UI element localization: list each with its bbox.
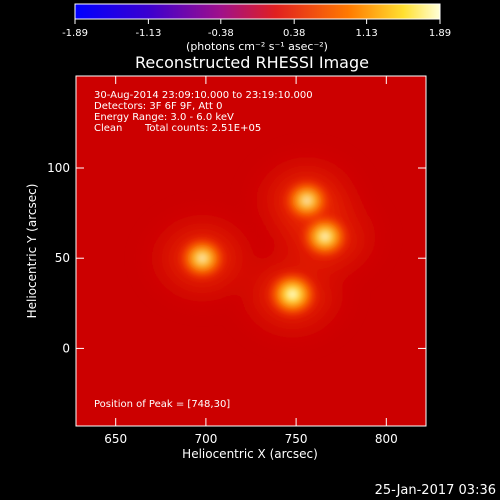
colorbar-units: (photons cm⁻² s⁻¹ asec⁻²): [186, 40, 328, 53]
energy-range-text: Energy Range: 3.0 - 6.0 keV: [94, 112, 234, 123]
timestamp: 25-Jan-2017 03:36: [375, 483, 496, 498]
y-axis-label: Heliocentric Y (arcsec): [25, 184, 39, 319]
peak-position-text: Position of Peak = [748,30]: [94, 399, 230, 410]
colorbar-tick-label: -1.89: [62, 28, 88, 39]
x-axis-label: Heliocentric X (arcsec): [182, 447, 318, 461]
total-counts-text: Total counts: 2.51E+05: [144, 123, 261, 134]
x-tick-label: 700: [194, 432, 217, 446]
chart-title: Reconstructed RHESSI Image: [135, 53, 369, 72]
colorbar: [74, 3, 441, 20]
axes: 650 700 750 800 0 50 100: [47, 76, 426, 446]
image-area: [76, 76, 426, 426]
colorbar-tick-label: -1.13: [135, 28, 161, 39]
x-tick-label: 800: [375, 432, 398, 446]
detectors-text: Detectors: 3F 6F 9F, Att 0: [94, 101, 222, 112]
source-blob: [299, 213, 351, 260]
source-blob: [178, 235, 227, 281]
colorbar-tick-label: -0.38: [208, 28, 234, 39]
y-tick-label: 50: [55, 251, 70, 265]
source-blob: [282, 178, 331, 223]
colorbar-tick-label: 1.89: [429, 28, 451, 39]
source-blob: [266, 270, 319, 319]
colorbar-tick-label: 1.13: [355, 28, 377, 39]
x-tick-label: 650: [104, 432, 127, 446]
time-range-text: 30-Aug-2014 23:09:10.000 to 23:19:10.000: [94, 90, 313, 101]
y-tick-label: 100: [47, 161, 70, 175]
y-tick-label: 0: [62, 341, 70, 355]
clean-text: Clean: [94, 123, 122, 134]
x-tick-label: 750: [285, 432, 308, 446]
colorbar-ticks: -1.89 -1.13 -0.38 0.38 1.13 1.89: [62, 19, 451, 39]
colorbar-tick-label: 0.38: [283, 28, 305, 39]
plot-frame: [75, 75, 427, 427]
